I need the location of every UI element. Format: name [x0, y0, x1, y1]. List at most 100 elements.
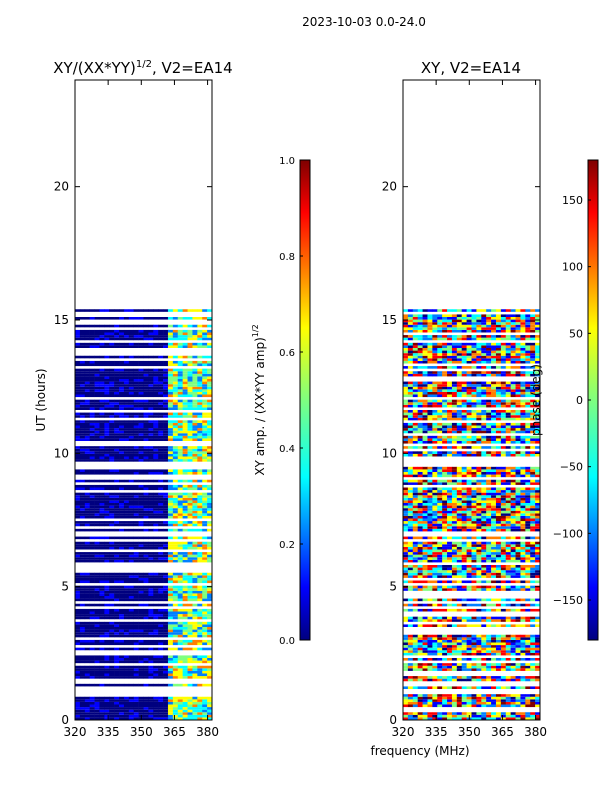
heatmap-cell: [143, 709, 149, 713]
heatmap-cell: [417, 585, 423, 589]
heatmap-cell: [442, 608, 448, 612]
heatmap-cell: [128, 588, 135, 591]
heatmap-cell: [79, 337, 86, 341]
heatmap-cell: [476, 549, 482, 553]
heatmap-cell: [407, 500, 414, 503]
heatmap-cell: [202, 430, 208, 434]
heatmap-cell: [456, 554, 463, 558]
heatmap-cell: [89, 456, 95, 460]
heatmap-cell: [167, 510, 174, 514]
heatmap-cell: [119, 521, 125, 524]
heatmap-cell: [491, 624, 497, 627]
heatmap-cell: [437, 704, 443, 708]
heatmap-cell: [167, 590, 174, 594]
heatmap-cell: [525, 508, 531, 511]
heatmap-cell: [202, 541, 208, 545]
heatmap-cell: [143, 624, 149, 627]
heatmap-cell: [407, 572, 414, 576]
heatmap-cell: [202, 404, 208, 408]
heatmap-cell: [177, 420, 183, 423]
heatmap-cell: [403, 714, 409, 718]
heatmap-cell: [75, 329, 81, 333]
heatmap-cell: [114, 456, 120, 460]
heatmap-cell: [167, 544, 174, 547]
heatmap-cell: [422, 701, 428, 705]
heatmap-cell: [163, 575, 169, 578]
heatmap-cell: [442, 503, 448, 506]
heatmap-cell: [403, 541, 409, 545]
heatmap-cell: [84, 402, 90, 405]
amplitude-colorbar-gradient: [299, 159, 311, 641]
heatmap-cell: [182, 495, 188, 498]
heatmap-cell: [148, 603, 154, 607]
heatmap-cell: [515, 603, 521, 607]
heatmap-cell: [79, 585, 86, 589]
heatmap-cell: [123, 624, 130, 627]
heatmap-cell: [417, 490, 423, 493]
heatmap-cell: [530, 490, 536, 493]
heatmap-cell: [143, 707, 149, 710]
heatmap-cell: [163, 572, 169, 576]
heatmap-cell: [442, 554, 448, 558]
heatmap-cell: [119, 381, 125, 385]
heatmap-cell: [505, 658, 511, 661]
heatmap-cell: [94, 332, 100, 336]
heatmap-cell: [104, 546, 110, 550]
heatmap-cell: [461, 704, 467, 708]
heatmap-cell: [153, 435, 159, 439]
heatmap-cell: [192, 717, 198, 720]
heatmap-cell: [202, 345, 208, 348]
heatmap-cell: [197, 394, 203, 398]
heatmap-cell: [207, 596, 212, 599]
heatmap-cell: [128, 381, 135, 385]
heatmap-cell: [456, 567, 463, 571]
heatmap-cell: [163, 559, 169, 563]
heatmap-cell: [104, 515, 110, 519]
heatmap-cell: [500, 704, 507, 708]
heatmap-cell: [172, 448, 179, 452]
heatmap-cell: [143, 355, 149, 359]
heatmap-cell: [128, 332, 135, 336]
heatmap-cell: [525, 521, 531, 524]
heatmap-cell: [104, 639, 110, 643]
heatmap-cell: [114, 580, 120, 584]
heatmap-cell: [197, 503, 203, 506]
heatmap-cell: [128, 665, 135, 669]
heatmap-cell: [461, 616, 467, 620]
heatmap-cell: [109, 546, 115, 550]
heatmap-cell: [427, 482, 433, 485]
heatmap-cell: [89, 712, 95, 715]
heatmap-cell: [202, 324, 208, 328]
heatmap-cell: [437, 505, 443, 509]
heatmap-cell: [202, 435, 208, 439]
heatmap-cell: [495, 536, 502, 540]
heatmap-cell: [427, 645, 433, 648]
heatmap-cell: [442, 557, 448, 560]
heatmap-cell: [486, 559, 492, 563]
heatmap-cell: [437, 497, 443, 501]
heatmap-cell: [89, 376, 95, 379]
heatmap-cell: [510, 552, 516, 555]
heatmap-cell: [167, 435, 174, 439]
heatmap-cell: [520, 565, 526, 568]
heatmap-cell: [114, 484, 120, 488]
heatmap-cell: [412, 676, 418, 679]
heatmap-cell: [515, 544, 521, 547]
heatmap-cell: [89, 337, 95, 341]
heatmap-cell: [417, 474, 423, 478]
heatmap-cell: [500, 570, 507, 573]
heatmap-cell: [491, 712, 497, 715]
heatmap-cell: [79, 709, 86, 713]
heatmap-cell: [182, 588, 188, 591]
heatmap-cell: [143, 632, 149, 635]
heatmap-cell: [94, 422, 100, 426]
heatmap-cell: [89, 593, 95, 596]
heatmap-cell: [153, 704, 159, 708]
heatmap-cell: [75, 668, 81, 671]
heatmap-cell: [143, 495, 149, 498]
heatmap-cell: [535, 521, 540, 524]
heatmap-cell: [505, 559, 511, 563]
heatmap-cell: [530, 557, 536, 560]
heatmap-cell: [143, 497, 149, 501]
heatmap-cell: [123, 557, 130, 560]
